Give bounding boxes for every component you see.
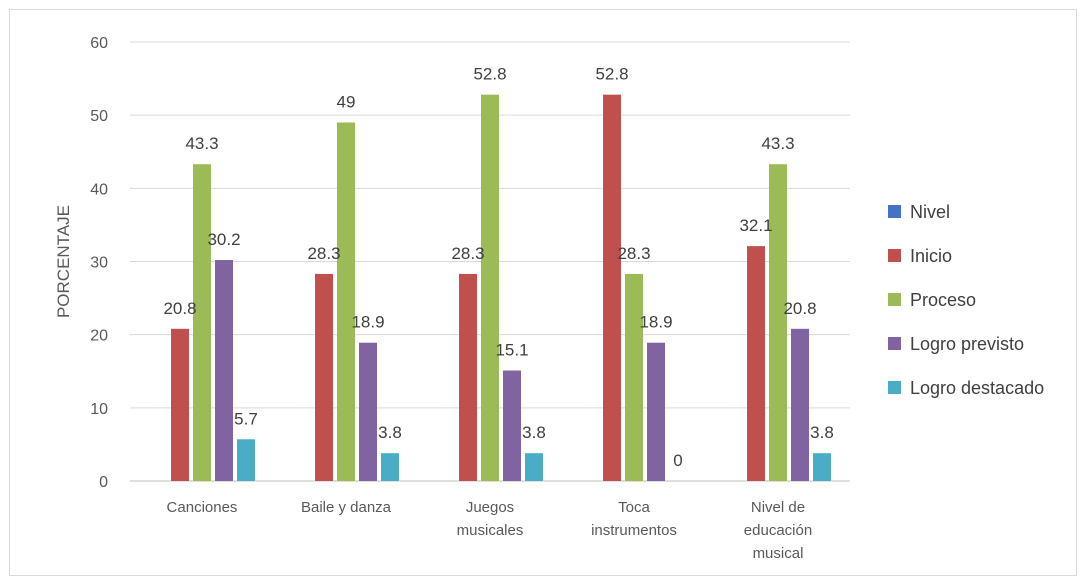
data-label: 43.3: [185, 134, 218, 153]
data-label: 20.8: [783, 299, 816, 318]
bar: [381, 453, 399, 481]
category-label: Canciones: [167, 499, 238, 516]
bar: [791, 328, 809, 481]
legend-label: Logro destacado: [910, 378, 1044, 398]
data-label: 20.8: [163, 299, 196, 318]
data-label: 43.3: [761, 134, 794, 153]
bar: [315, 273, 333, 481]
bar: [459, 273, 477, 481]
category-label: Baile y danza: [301, 499, 392, 516]
data-label: 5.7: [234, 409, 258, 428]
category-label: instrumentos: [591, 522, 677, 539]
data-label: 3.8: [522, 423, 546, 442]
legend-label: Logro previsto: [910, 334, 1024, 354]
legend-swatch: [888, 381, 901, 394]
data-label: 15.1: [495, 341, 528, 360]
y-axis-title: PORCENTAJE: [54, 205, 73, 318]
data-label: 3.8: [810, 423, 834, 442]
category-label: Nivel de: [751, 499, 805, 516]
bar: [625, 273, 643, 481]
data-label: 32.1: [739, 216, 772, 235]
y-tick-label: 40: [90, 181, 108, 198]
category-label: Juegos: [466, 499, 514, 516]
y-tick-label: 20: [90, 328, 108, 345]
y-axis-ticks: 0 10 20 30 40 50 60: [90, 35, 108, 491]
x-axis-categories: Canciones Baile y danza Juegos musicales Toc…: [167, 499, 813, 562]
data-label: 52.8: [595, 65, 628, 84]
legend: Nivel Inicio Proceso Logro previsto Logro de…: [888, 202, 1044, 398]
data-label: 18.9: [639, 313, 672, 332]
bar: [215, 260, 233, 481]
data-label: 3.8: [378, 423, 402, 442]
bar: [747, 246, 765, 481]
y-tick-label: 10: [90, 401, 108, 418]
bar: [813, 453, 831, 481]
bar: [481, 94, 499, 482]
legend-swatch: [888, 205, 901, 218]
category-label: musical: [753, 545, 804, 562]
bar: [769, 164, 787, 481]
bar: [603, 94, 621, 482]
data-label: 49: [337, 92, 356, 111]
legend-label: Inicio: [910, 246, 952, 266]
data-labels: 20.8 43.3 30.2 5.7 28.3 49 18.9 3.8 28.3 52.8 15.1…: [163, 65, 833, 470]
data-label: 0: [673, 451, 682, 470]
category-label: educación: [744, 522, 812, 539]
legend-swatch: [888, 249, 901, 262]
bar: [503, 370, 521, 481]
bar: [647, 342, 665, 481]
y-tick-label: 50: [90, 108, 108, 125]
bar: [359, 342, 377, 481]
bar: [193, 164, 211, 481]
category-label: Toca: [618, 499, 650, 516]
data-label: 18.9: [351, 313, 384, 332]
data-label: 28.3: [617, 244, 650, 263]
legend-swatch: [888, 337, 901, 350]
bars: [171, 94, 831, 482]
data-label: 28.3: [307, 244, 340, 263]
y-tick-label: 60: [90, 35, 108, 52]
data-label: 30.2: [207, 230, 240, 249]
bar: [525, 453, 543, 481]
y-tick-label: 0: [99, 474, 108, 491]
category-label: musicales: [457, 522, 524, 539]
legend-label: Proceso: [910, 290, 976, 310]
legend-swatch: [888, 293, 901, 306]
y-tick-label: 30: [90, 255, 108, 272]
data-label: 28.3: [451, 244, 484, 263]
bar: [237, 439, 255, 481]
data-label: 52.8: [473, 65, 506, 84]
bar: [337, 122, 355, 481]
bar: [171, 328, 189, 481]
legend-label: Nivel: [910, 202, 950, 222]
